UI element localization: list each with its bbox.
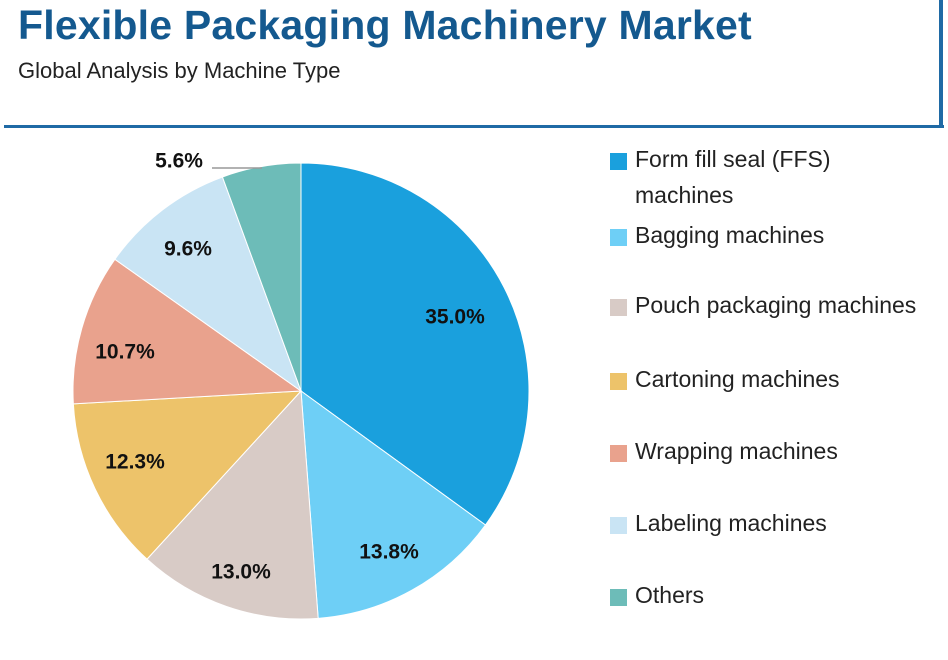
legend-item-0: Form fill seal (FFS) machines	[610, 146, 935, 213]
legend-swatch	[610, 589, 627, 606]
legend-item-5: Labeling machines	[610, 510, 935, 541]
legend-label: Wrapping machines	[635, 438, 838, 464]
slice-label-6: 5.6%	[155, 150, 203, 173]
pie-slice-5	[114, 176, 303, 393]
legend-item-1: Bagging machines	[610, 222, 935, 253]
slice-label-3: 12.3%	[105, 451, 165, 474]
pie-slice-3	[72, 390, 303, 560]
legend-label: Others	[635, 582, 705, 608]
chart-subtitle: Global Analysis by Machine Type	[18, 58, 341, 83]
pie-slice-4	[72, 258, 303, 405]
pie-slices	[72, 162, 530, 620]
legend-swatch	[610, 299, 627, 316]
slice-label-2: 13.0%	[211, 561, 271, 584]
pie-slice-1	[300, 389, 487, 619]
legend-item-4: Wrapping machines	[610, 438, 935, 469]
slice-label-5: 9.6%	[164, 238, 212, 261]
header-divider	[4, 125, 944, 128]
pie-labels: 35.0% 13.8% 13.0% 12.3% 10.7% 9.6% 5.6%	[95, 150, 485, 584]
legend-swatch	[610, 373, 627, 390]
legend-item-2: Pouch packaging machines	[610, 292, 935, 323]
header-side-rule	[939, 0, 943, 127]
legend-swatch	[610, 153, 627, 170]
chart-title: Flexible Packaging Machinery Market	[18, 2, 752, 48]
legend-label: Labeling machines	[635, 510, 827, 536]
pie-slice-0	[300, 162, 530, 526]
legend-label: Pouch packaging machines	[635, 292, 917, 318]
legend-swatch	[610, 445, 627, 462]
legend-label: Bagging machines	[635, 222, 825, 248]
legend-label: Cartoning machines	[635, 366, 840, 392]
pie-slice-2	[146, 389, 319, 620]
slice-label-0: 35.0%	[425, 306, 485, 329]
legend-item-6: Others	[610, 582, 935, 613]
legend-item-3: Cartoning machines	[610, 366, 935, 397]
legend-swatch	[610, 229, 627, 246]
legend-label: Form fill seal (FFS) machines	[635, 146, 831, 208]
slice-label-1: 13.8%	[359, 541, 419, 564]
legend-swatch	[610, 517, 627, 534]
slice-label-4: 10.7%	[95, 341, 155, 364]
pie-slice-6	[221, 162, 302, 392]
